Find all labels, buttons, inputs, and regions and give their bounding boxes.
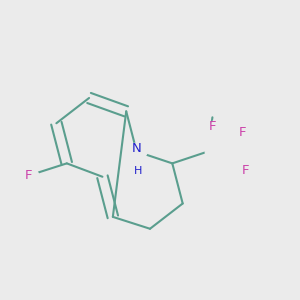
Text: F: F [238,126,246,139]
Text: F: F [242,164,249,177]
Text: F: F [24,169,32,182]
Text: F: F [209,120,216,133]
Ellipse shape [205,114,247,180]
Text: N: N [132,142,142,155]
Ellipse shape [21,168,38,183]
Text: H: H [134,166,142,176]
Ellipse shape [126,143,147,160]
